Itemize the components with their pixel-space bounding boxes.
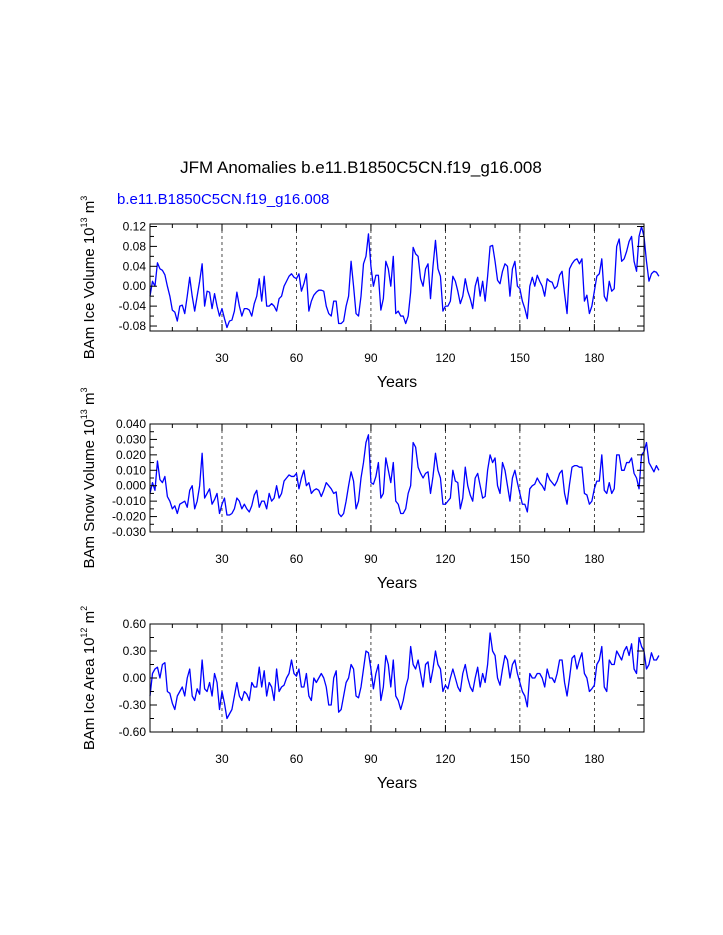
- series-line: [149, 225, 660, 329]
- y-label-base: BAm Ice Volume 10: [81, 227, 98, 359]
- y-axis-label: BAm Ice Volume 1013 m3: [79, 196, 98, 359]
- x-tick-label: 150: [510, 552, 530, 566]
- x-tick-label: 60: [290, 351, 304, 365]
- y-tick-label: -0.04: [119, 299, 147, 313]
- x-tick-label: 180: [584, 351, 604, 365]
- panel-1: 0.12 0.08 0.04 0.00 -0.04 -0.08 30 60 90 120 150 18…: [79, 196, 660, 391]
- y-tick-label: 0.020: [116, 448, 146, 462]
- panel-3: 0.60 0.30 0.00 -0.30 -0.60 30 60 90 120 150 180 Yea…: [79, 606, 660, 792]
- y-tick-label: 0.60: [123, 617, 147, 631]
- x-axis-label: Years: [377, 575, 417, 592]
- series-line: [149, 434, 660, 518]
- y-tick-label: -0.030: [112, 525, 146, 539]
- y-label-unit-exponent: 2: [79, 606, 89, 611]
- y-label-base: BAm Ice Area 10: [81, 638, 98, 751]
- y-tick-label: 0.010: [116, 463, 146, 477]
- x-tick-label: 30: [215, 552, 229, 566]
- y-tick-label: 0.08: [123, 239, 147, 253]
- x-tick-label: 120: [435, 752, 455, 766]
- x-tick-label: 150: [510, 752, 530, 766]
- series-line: [149, 632, 660, 720]
- y-label-exponent: 13: [79, 217, 89, 227]
- x-axis-label: Years: [377, 374, 417, 391]
- y-tick-label: -0.010: [112, 494, 146, 508]
- y-axis-label: BAm Ice Area 1012 m2: [79, 606, 98, 750]
- y-tick-label: 0.000: [116, 479, 146, 493]
- y-tick-label: 0.030: [116, 432, 146, 446]
- y-label-base: BAm Snow Volume 10: [81, 419, 98, 568]
- y-tick-label: -0.020: [112, 510, 146, 524]
- x-tick-label: 90: [364, 351, 378, 365]
- y-label-unit: m: [81, 201, 98, 218]
- x-tick-label: 150: [510, 351, 530, 365]
- y-tick-label: 0.00: [123, 279, 147, 293]
- x-tick-label: 60: [290, 552, 304, 566]
- x-tick-label: 120: [435, 351, 455, 365]
- y-label-unit: m: [81, 611, 98, 628]
- y-label-exponent: 12: [79, 628, 89, 638]
- y-tick-label: 0.040: [116, 417, 146, 431]
- x-tick-label: 60: [290, 752, 304, 766]
- y-tick-label: 0.00: [123, 671, 147, 685]
- y-label-unit-exponent: 3: [79, 388, 89, 393]
- x-tick-label: 30: [215, 752, 229, 766]
- figure-title: JFM Anomalies b.e11.B1850C5CN.f19_g16.00…: [180, 158, 542, 177]
- x-axis-label: Years: [377, 775, 417, 792]
- x-tick-label: 180: [584, 552, 604, 566]
- x-tick-label: 90: [364, 552, 378, 566]
- y-tick-label: 0.12: [123, 219, 147, 233]
- panels-group: 0.12 0.08 0.04 0.00 -0.04 -0.08 30 60 90 120 150 18…: [79, 196, 660, 792]
- y-tick-label: -0.60: [119, 725, 147, 739]
- x-tick-label: 180: [584, 752, 604, 766]
- y-tick-label: 0.04: [123, 259, 147, 273]
- x-tick-label: 90: [364, 752, 378, 766]
- y-label-unit: m: [81, 393, 98, 410]
- y-label-unit-exponent: 3: [79, 196, 89, 201]
- series-label: b.e11.B1850C5CN.f19_g16.008: [117, 191, 329, 208]
- y-tick-label: -0.08: [119, 319, 147, 333]
- y-tick-label: 0.30: [123, 644, 147, 658]
- plot-frame: [149, 223, 645, 332]
- x-tick-label: 120: [435, 552, 455, 566]
- y-tick-label: -0.30: [119, 698, 147, 712]
- y-label-exponent: 13: [79, 409, 89, 419]
- x-tick-label: 30: [215, 351, 229, 365]
- y-axis-label: BAm Snow Volume 1013 m3: [79, 388, 98, 569]
